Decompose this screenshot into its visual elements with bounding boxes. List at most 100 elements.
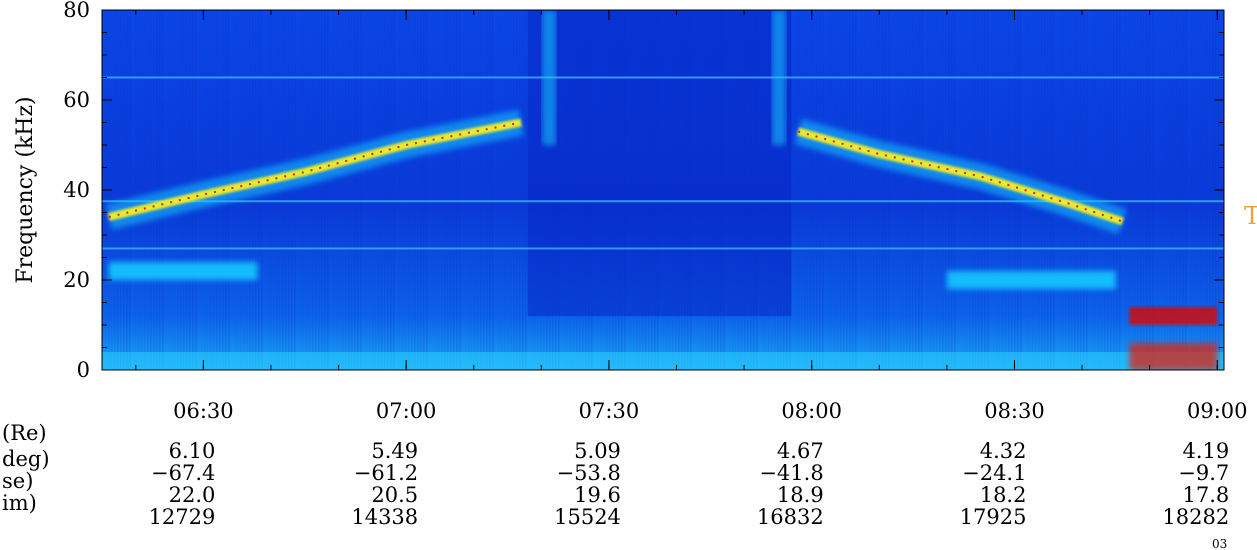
texture-stripe (144, 10, 146, 370)
texture-stripe (135, 10, 137, 370)
y-axis: 0 20 40 60 80 (63, 0, 1224, 382)
texture-stripe (906, 10, 908, 370)
texture-stripe (441, 10, 443, 370)
ephemeris-value: 18.9 (777, 483, 824, 507)
texture-stripe (855, 10, 857, 370)
texture-stripe (1095, 10, 1097, 370)
texture-stripe (804, 10, 806, 370)
texture-stripe (1167, 10, 1169, 370)
texture-stripe (306, 10, 308, 370)
texture-stripe (384, 10, 386, 370)
texture-stripe (486, 10, 488, 370)
texture-stripe (846, 10, 848, 370)
ephemeris-value: 19.6 (574, 483, 621, 507)
texture-stripe (972, 10, 974, 370)
texture-stripe (837, 10, 839, 370)
texture-stripe (840, 10, 842, 370)
texture-stripe (861, 10, 863, 370)
texture-stripe (387, 10, 389, 370)
texture-stripe (294, 10, 296, 370)
ephemeris-value: 5.49 (371, 439, 418, 463)
texture-stripe (312, 10, 314, 370)
y-tick-label: 80 (63, 0, 90, 22)
texture-stripe (873, 10, 875, 370)
ephemeris-value: 4.32 (980, 439, 1027, 463)
texture-stripe (285, 10, 287, 370)
texture-stripe (114, 10, 116, 370)
ephemeris-row-label: (Re) (2, 421, 47, 445)
texture-stripe (816, 10, 818, 370)
y-axis-title: Frequency (kHz) (13, 96, 38, 283)
texture-stripe (345, 10, 347, 370)
texture-stripe (1098, 10, 1100, 370)
texture-stripe (492, 10, 494, 370)
ephemeris-value: 4.19 (1182, 439, 1229, 463)
texture-stripe (138, 10, 140, 370)
left-emission-band-peaks (108, 121, 522, 218)
texture-stripe (822, 10, 824, 370)
low-freq-noise (102, 352, 1224, 370)
texture-stripe (456, 10, 458, 370)
texture-stripe (1104, 10, 1106, 370)
texture-stripe (501, 10, 503, 370)
texture-stripe (474, 10, 476, 370)
texture-stripe (375, 10, 377, 370)
high-tail-floor (1129, 343, 1218, 370)
ephemeris-value: 17.8 (1182, 483, 1229, 507)
texture-stripe (366, 10, 368, 370)
y-tick-label: 0 (77, 358, 90, 382)
texture-stripe (498, 10, 500, 370)
ephemeris-value: −53.8 (557, 461, 621, 485)
texture-stripe (1119, 10, 1121, 370)
y-tick-label: 40 (63, 178, 90, 202)
texture-stripe (360, 10, 362, 370)
texture-stripe (939, 10, 941, 370)
texture-stripe (399, 10, 401, 370)
texture-stripe (1212, 10, 1214, 370)
texture-stripe (393, 10, 395, 370)
ephemeris-value: −41.8 (759, 461, 823, 485)
texture-stripe (960, 10, 962, 370)
texture-stripe (942, 10, 944, 370)
texture-stripe (378, 10, 380, 370)
texture-stripe (402, 10, 404, 370)
texture-stripe (969, 10, 971, 370)
ephemeris-value: 14338 (351, 505, 418, 529)
texture-stripe (156, 10, 158, 370)
texture-stripe (867, 10, 869, 370)
texture-stripe (465, 10, 467, 370)
texture-stripe (1074, 10, 1076, 370)
texture-stripe (879, 10, 881, 370)
texture-stripe (1179, 10, 1181, 370)
texture-stripe (126, 10, 128, 370)
texture-stripe (834, 10, 836, 370)
texture-stripe (1116, 10, 1118, 370)
texture-stripe (426, 10, 428, 370)
side-mark: T (1244, 202, 1257, 230)
texture-stripe (162, 10, 164, 370)
texture-stripe (1134, 10, 1136, 370)
texture-stripe (489, 10, 491, 370)
y-tick-label: 60 (63, 88, 90, 112)
texture-stripe (978, 10, 980, 370)
texture-stripe (813, 10, 815, 370)
texture-stripe (120, 10, 122, 370)
texture-stripe (900, 10, 902, 370)
texture-stripe (1170, 10, 1172, 370)
texture-stripe (471, 10, 473, 370)
texture-stripe (357, 10, 359, 370)
texture-stripe (333, 10, 335, 370)
texture-stripe (1197, 10, 1199, 370)
texture-stripe (369, 10, 371, 370)
texture-stripe (507, 10, 509, 370)
texture-stripe (1092, 10, 1094, 370)
texture-stripe (897, 10, 899, 370)
texture-stripe (954, 10, 956, 370)
texture-stripe (414, 10, 416, 370)
texture-stripe (525, 10, 527, 370)
texture-stripe (339, 10, 341, 370)
texture-stripe (159, 10, 161, 370)
texture-stripe (1101, 10, 1103, 370)
texture-stripe (1200, 10, 1202, 370)
texture-stripe (852, 10, 854, 370)
